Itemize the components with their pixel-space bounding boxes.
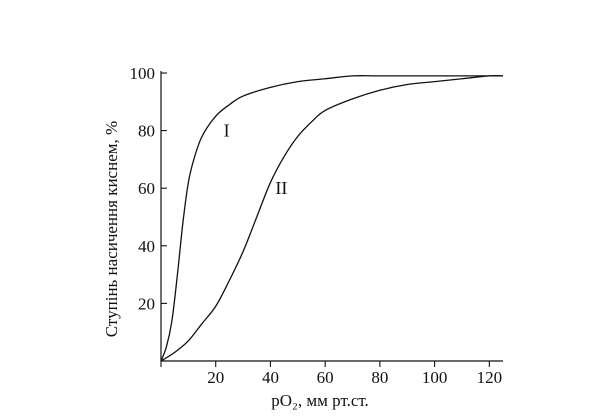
x-tick-label-80: 80 [371, 368, 388, 387]
curves [160, 75, 504, 362]
axes [160, 71, 503, 362]
curve-labels: III [224, 120, 288, 198]
y-tick-label-100: 100 [130, 64, 156, 83]
y-tick-label-60: 60 [138, 179, 155, 198]
y-axis-title: Ступінь насичення киснем, % [102, 121, 121, 337]
x-tick-label-60: 60 [317, 368, 334, 387]
curve-I [160, 75, 503, 362]
x-ticks: 20 40 60 80 100 120 [160, 361, 503, 387]
curve-label-II: II [275, 178, 287, 198]
x-tick-label-40: 40 [262, 368, 279, 387]
x-tick-label-100: 100 [422, 368, 448, 387]
y-tick-label-40: 40 [138, 237, 155, 256]
y-tick-label-80: 80 [138, 122, 155, 141]
y-ticks: 20 40 60 80 100 [130, 64, 167, 313]
x-tick-label-120: 120 [477, 368, 503, 387]
x-axis-title: pO₂, мм рт.ст. [271, 391, 369, 410]
curve-label-I: I [224, 120, 230, 140]
x-tick-label-20: 20 [207, 368, 224, 387]
y-tick-label-20: 20 [138, 294, 155, 313]
curve-II [160, 75, 504, 362]
